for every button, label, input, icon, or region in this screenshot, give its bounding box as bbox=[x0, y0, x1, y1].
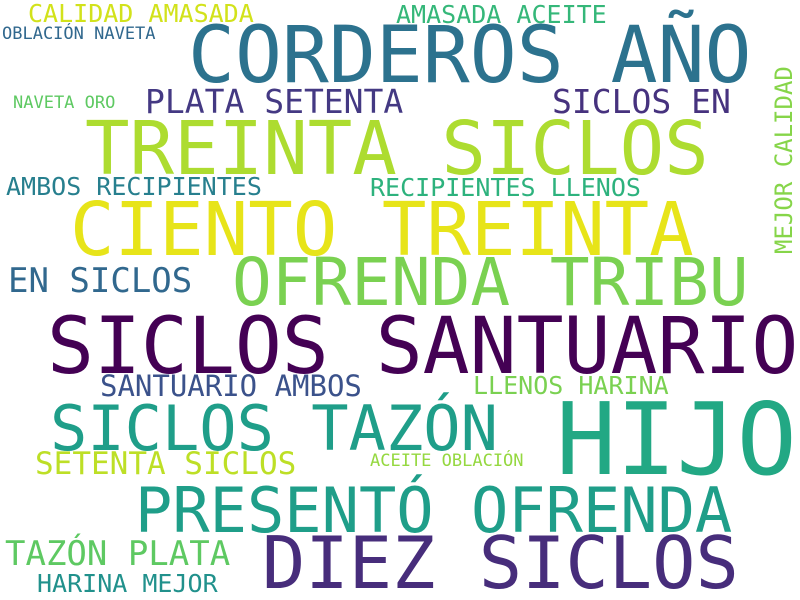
word-siclos-tazon: SICLOS TAZÓN bbox=[50, 392, 498, 465]
word-en-siclos: EN SICLOS bbox=[8, 261, 193, 301]
word-llenos-harina: LLENOS HARINA bbox=[473, 371, 669, 400]
word-diez-siclos: DIEZ SICLOS bbox=[262, 521, 739, 600]
word-ofrenda-tribu: OFRENDA TRIBU bbox=[232, 244, 749, 321]
word-siclos-santuario: SICLOS SANTUARIO bbox=[47, 302, 799, 392]
word-ciento-treinta: CIENTO TREINTA bbox=[70, 187, 694, 273]
word-setenta-siclos: SETENTA SICLOS bbox=[35, 446, 297, 482]
word-mejor-calidad: MEJOR CALIDAD bbox=[770, 66, 798, 254]
word-tazon-plata: TAZÓN PLATA bbox=[5, 534, 231, 574]
word-corderos-ano: CORDEROS AÑO bbox=[188, 11, 752, 101]
word-harina-mejor: HARINA MEJOR bbox=[37, 569, 218, 598]
word-amasada-aceite: AMASADA ACEITE bbox=[396, 0, 607, 29]
word-presento-ofrenda: PRESENTÓ OFRENDA bbox=[135, 474, 733, 547]
word-calidad-amasada: CALIDAD AMASADA bbox=[28, 0, 254, 28]
word-aceite-oblacion: ACEITE OBLACIÓN bbox=[370, 451, 524, 471]
word-treinta-siclos: TREINTA SICLOS bbox=[85, 106, 709, 192]
word-oblacion-naveta: OBLACIÓN NAVETA bbox=[2, 24, 156, 44]
word-plata-setenta: PLATA SETENTA bbox=[145, 82, 404, 121]
word-ambos-recipientes: AMBOS RECIPIENTES bbox=[6, 172, 262, 201]
word-siclos-en: SICLOS EN bbox=[552, 82, 731, 121]
word-santuario-ambos: SANTUARIO AMBOS bbox=[100, 369, 362, 403]
word-hijo: HIJO bbox=[556, 381, 797, 498]
word-recipientes-llenos: RECIPIENTES LLENOS bbox=[370, 173, 641, 202]
word-naveta-oro: NAVETA ORO bbox=[13, 93, 116, 113]
